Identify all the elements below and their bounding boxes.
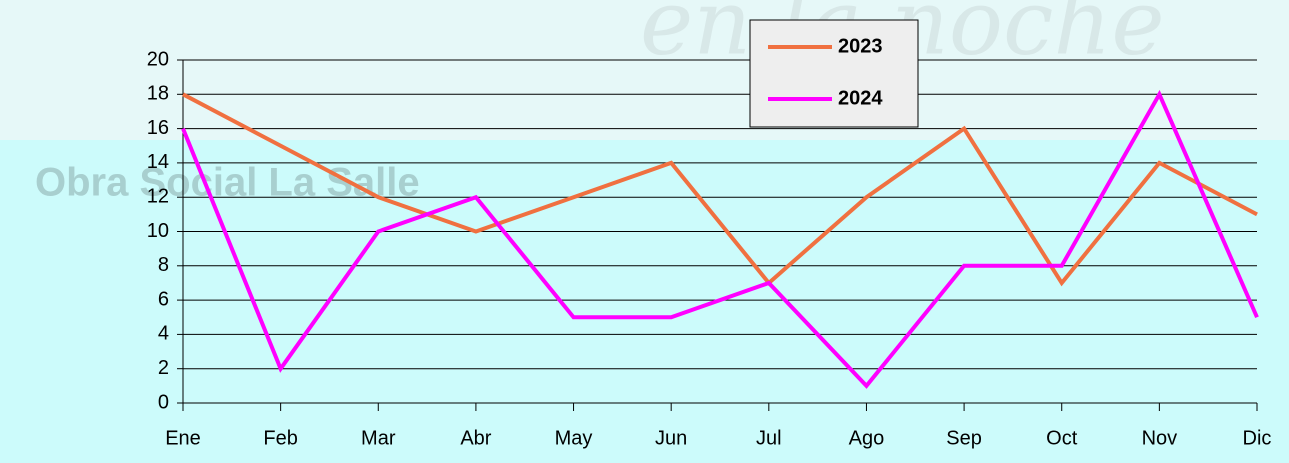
x-tick-label: Nov: [1142, 427, 1178, 449]
y-tick-label: 6: [158, 288, 169, 310]
legend-label: 2023: [838, 35, 883, 57]
legend-label: 2024: [838, 87, 883, 109]
x-tick-label: Jul: [756, 427, 782, 449]
x-tick-label: Abr: [460, 427, 491, 449]
y-tick-label: 14: [147, 151, 169, 173]
y-tick-label: 8: [158, 254, 169, 276]
x-tick-label: Sep: [946, 427, 982, 449]
y-tick-label: 16: [147, 117, 169, 139]
x-tick-label: Feb: [263, 427, 297, 449]
x-tick-label: Oct: [1046, 427, 1078, 449]
series-line: [181, 89, 1259, 389]
series-line: [182, 92, 1258, 287]
y-tick-label: 4: [158, 323, 169, 345]
x-tick-label: Ene: [165, 427, 201, 449]
watermark-subtitle: Obra Social La Salle: [35, 161, 420, 205]
x-tick-label: Jun: [655, 427, 687, 449]
y-tick-label: 18: [147, 83, 169, 105]
y-tick-label: 0: [158, 391, 169, 413]
x-tick-label: Dic: [1243, 427, 1272, 449]
y-tick-label: 20: [147, 48, 169, 70]
y-tick-label: 10: [147, 220, 169, 242]
legend-box: [749, 19, 919, 128]
y-tick-label: 12: [147, 185, 169, 207]
x-tick-label: Mar: [361, 427, 396, 449]
x-tick-label: Ago: [849, 427, 885, 449]
x-tick-label: May: [555, 427, 593, 449]
y-tick-label: 2: [158, 357, 169, 379]
header-band: [0, 0, 1289, 140]
